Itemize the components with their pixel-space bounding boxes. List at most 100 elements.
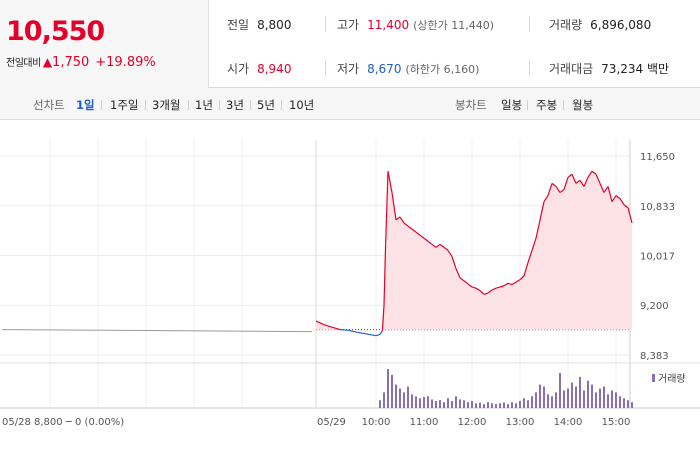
divider <box>145 100 146 110</box>
price-line-segment <box>551 182 557 187</box>
price-line-segment <box>495 286 501 289</box>
divider <box>281 100 282 110</box>
divider <box>219 100 220 110</box>
divider <box>188 100 189 110</box>
price-line-segment <box>607 186 613 202</box>
price-line-segment <box>315 320 325 326</box>
price-change: 전일대비 ▲1,750 +19.89% <box>6 54 156 70</box>
volume-bar <box>515 403 517 408</box>
divider <box>250 100 251 110</box>
price-line-segment <box>385 171 389 245</box>
volume-bar <box>419 398 421 408</box>
volume-bar <box>511 402 513 408</box>
quote-stats: 전일 8,800 고가 11,400 (상한가 11,440) 거래량 6,896,08… <box>209 0 700 88</box>
price-line-segment <box>443 246 449 251</box>
volume-bar <box>443 402 445 408</box>
candle-weekly[interactable]: 주봉 <box>536 98 558 112</box>
stat-label: 고가 <box>337 18 360 32</box>
volume-bar <box>379 400 381 408</box>
price-line-segment <box>543 195 549 203</box>
volume-legend-label: 거래량 <box>658 373 686 385</box>
candle-daily[interactable]: 일봉 <box>501 98 523 112</box>
volume-bar <box>431 399 433 408</box>
price-line-segment <box>403 222 409 227</box>
change-percent: +19.89% <box>95 55 156 70</box>
price-line-segment <box>595 174 601 184</box>
candle-monthly[interactable]: 월봉 <box>572 98 594 112</box>
intraday-chart[interactable]: 11,650 10,833 10,017 9,200 8,383 거래량 05/28 8,… <box>0 120 700 450</box>
volume-bar <box>543 386 545 408</box>
stat-value: 8,940 <box>257 62 292 76</box>
price-line-segment <box>383 244 387 306</box>
price-line-segment <box>583 177 589 187</box>
stat-value: 11,400 <box>367 18 410 32</box>
volume-bar <box>579 376 581 408</box>
y-tick-label: 9,200 <box>640 301 669 312</box>
period-3month[interactable]: 3개월 <box>152 98 181 112</box>
volume-bar <box>507 404 509 408</box>
price-line-segment <box>539 201 545 221</box>
price-line-segment <box>331 326 341 331</box>
period-5year[interactable]: 5년 <box>257 98 275 112</box>
price-line-segment <box>619 198 625 206</box>
up-triangle-icon: ▲ <box>42 55 53 69</box>
x-tick-label: 12:00 <box>458 417 487 428</box>
price-line-segment <box>347 329 357 333</box>
stat-sub: (하한가 6,160) <box>405 63 480 76</box>
volume-bar <box>595 392 597 408</box>
volume-bar <box>503 402 505 408</box>
price-line-segment <box>399 216 405 224</box>
x-tick-label: 05/28 <box>2 417 31 428</box>
volume-bar <box>471 400 473 408</box>
quote-summary: 10,550 전일대비 ▲1,750 +19.89% 전일 8,800 고가 11,40… <box>0 0 700 88</box>
period-1week[interactable]: 1주일 <box>110 98 139 112</box>
stat-high: 고가 11,400 (상한가 11,440) <box>337 16 494 33</box>
stat-volume: 거래량 6,896,080 <box>549 16 651 33</box>
price-line-segment <box>391 192 397 221</box>
volume-bar <box>563 390 565 408</box>
stat-label: 시가 <box>227 62 250 76</box>
period-3year[interactable]: 3년 <box>226 98 244 112</box>
price-line-segment <box>599 183 605 193</box>
volume-bar <box>451 400 453 408</box>
x-tick-label: 05/29 <box>317 417 346 428</box>
price-line-segment <box>431 243 437 248</box>
price-line-segment <box>523 262 529 277</box>
stat-label: 전일 <box>227 18 250 32</box>
volume-bar <box>519 400 521 408</box>
price-line-segment <box>415 231 421 236</box>
volume-legend-swatch <box>652 374 655 382</box>
volume-bar <box>395 384 397 408</box>
period-toolbar: 선차트 1일 1주일 3개월 1년 3년 5년 10년 봉차트 일봉 주봉 월봉 <box>0 88 700 120</box>
volume-bar <box>555 392 557 408</box>
volume-plot: 거래량 <box>379 369 686 408</box>
volume-bar <box>399 388 401 408</box>
period-10year[interactable]: 10년 <box>289 98 315 112</box>
price-line-segment <box>507 282 513 286</box>
volume-bar <box>387 369 389 408</box>
period-1year[interactable]: 1년 <box>195 98 213 112</box>
volume-bar <box>587 380 589 408</box>
volume-bar <box>383 392 385 408</box>
price-line-segment <box>435 243 441 248</box>
volume-bar <box>619 396 621 408</box>
volume-bar <box>631 402 633 408</box>
period-1day[interactable]: 1일 <box>76 98 95 112</box>
price-line-segment <box>459 277 465 282</box>
price-line-segment <box>381 305 385 331</box>
volume-bar <box>603 386 605 408</box>
price-line-segment <box>527 250 533 263</box>
stat-open: 시가 8,940 <box>227 60 291 77</box>
price-plot <box>1 170 633 337</box>
x-tick-label: 11:00 <box>410 417 439 428</box>
price-line-segment <box>563 177 569 190</box>
volume-bar <box>571 382 573 408</box>
price-line-segment <box>571 174 577 184</box>
price-line-segment <box>579 180 585 187</box>
volume-bar <box>615 392 617 408</box>
previous-close-readout: 8,800 ─ 0 (0.00%) <box>34 417 124 428</box>
volume-bar <box>463 400 465 408</box>
divider <box>563 100 564 110</box>
volume-bar <box>459 399 461 408</box>
price-line-segment <box>623 204 629 209</box>
